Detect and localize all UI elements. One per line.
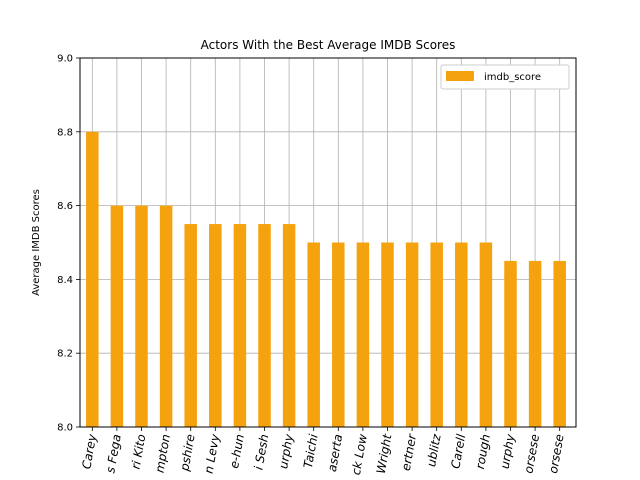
bar (258, 224, 271, 427)
bar (159, 205, 173, 427)
x-tick-label: e-hun (227, 433, 247, 469)
legend: imdb_score (440, 64, 570, 90)
x-tick-label: Carey (79, 432, 99, 470)
x-tick-label: n Levy (202, 432, 223, 474)
bar (528, 260, 542, 427)
bar (209, 224, 222, 427)
bar (184, 224, 197, 427)
y-axis-ticks: 8.0 8.2 8.4 8.6 8.8 9.0 (57, 54, 80, 434)
bar (405, 242, 419, 427)
bar (110, 205, 124, 427)
x-tick-label: urphy (498, 432, 518, 470)
x-tick-label: aserta (325, 433, 345, 473)
x-tick-label: mpton (153, 433, 174, 474)
bar (356, 242, 370, 427)
bar (135, 205, 148, 427)
y-tick-label: 8.8 (57, 127, 73, 138)
x-tick-label: urphy (276, 432, 296, 470)
x-tick-label: Wright (374, 432, 395, 475)
bar (307, 242, 320, 427)
x-tick-label: s Fega (103, 433, 124, 474)
x-tick-label: ri Kito (129, 433, 149, 470)
x-tick-label: Carell (448, 432, 468, 469)
y-tick-label: 8.0 (57, 423, 73, 434)
plot-frame (79, 57, 577, 428)
y-tick-label: 9.0 (57, 54, 73, 65)
x-tick-label: pshire (177, 433, 197, 473)
x-tick-label: orsese (546, 433, 567, 474)
bar (479, 242, 493, 427)
bar (430, 242, 443, 427)
grid-layer (80, 57, 576, 428)
x-tick-label: ertner (399, 432, 419, 472)
y-tick-label: 8.2 (57, 349, 73, 360)
y-tick-label: 8.4 (57, 275, 73, 286)
x-tick-label: rough (473, 433, 493, 470)
x-axis-ticks: Carey s Fega ri Kito mpton pshire n Levy e-hun… (79, 427, 567, 476)
x-tick-label: ublitz (424, 432, 444, 468)
bar (504, 260, 517, 427)
bar (233, 224, 247, 427)
x-tick-label: ck Low (349, 433, 370, 476)
bar (455, 242, 468, 427)
bar (332, 242, 345, 427)
bar (381, 242, 394, 427)
bar (86, 131, 99, 428)
chart-title: Actors With the Best Average IMDB Scores (201, 38, 456, 52)
x-tick-label: Taichi (301, 432, 321, 469)
bars-layer (86, 131, 566, 428)
y-axis-label: Average IMDB Scores (31, 189, 42, 296)
legend-label: imdb_score (484, 72, 541, 83)
bar (553, 260, 566, 427)
legend-swatch (446, 71, 474, 81)
bar (282, 224, 296, 427)
y-tick-label: 8.6 (57, 201, 73, 212)
x-tick-label: orsese (521, 433, 542, 474)
x-tick-label: i Sesh (251, 433, 271, 471)
